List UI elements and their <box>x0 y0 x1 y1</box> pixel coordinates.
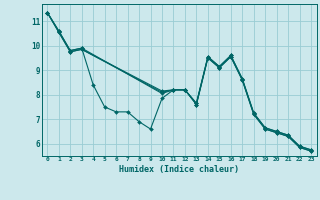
X-axis label: Humidex (Indice chaleur): Humidex (Indice chaleur) <box>119 165 239 174</box>
